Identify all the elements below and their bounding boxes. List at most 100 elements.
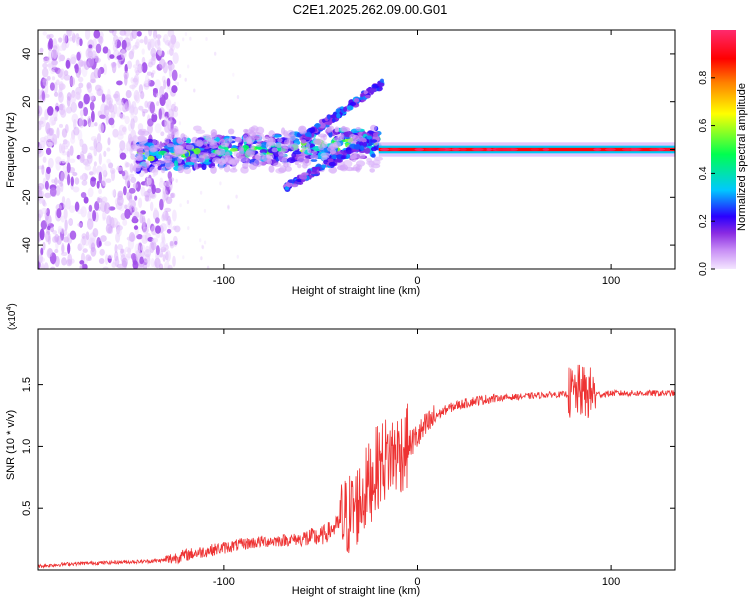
spectrogram-cell — [70, 136, 76, 144]
spectrogram-cell — [198, 155, 206, 163]
spectrogram-cell — [134, 143, 140, 150]
spectrogram-cell — [84, 161, 91, 167]
spectrogram-cell — [146, 177, 152, 186]
spectrogram-cell — [39, 47, 44, 53]
spectrogram-cell — [170, 119, 174, 131]
spectrogram-cell — [201, 245, 205, 250]
spectrogram-cell — [74, 201, 80, 212]
spectrogram-cell — [220, 138, 225, 145]
spectrogram-cell — [116, 226, 122, 237]
spectrogram-cell — [166, 155, 173, 163]
spectrogram-cell — [131, 253, 137, 261]
spectrogram-cell — [124, 100, 130, 112]
spectrogram-cell — [268, 165, 275, 173]
spectrogram-cell — [78, 82, 84, 89]
spectrogram-cell — [49, 82, 55, 91]
spectrogram-cell — [99, 114, 106, 119]
spectrogram-cell — [76, 51, 81, 61]
spectrogram-cell — [78, 101, 84, 109]
spectrogram-y-tick-label: 20 — [21, 96, 33, 108]
spectrogram-cell — [164, 137, 170, 145]
spectrogram-cell — [223, 164, 231, 173]
spectrogram-cell — [139, 256, 144, 265]
spectrogram-cell — [224, 151, 230, 158]
spectrogram-cell — [54, 177, 58, 186]
spectrogram-cell — [199, 190, 203, 195]
spectrogram-cell — [109, 54, 115, 59]
spectrogram-cell — [71, 113, 79, 124]
spectrogram-cell — [138, 105, 144, 111]
spectrogram-cell — [99, 248, 105, 256]
snr-scale-factor: (x104) — [6, 303, 18, 330]
spectrogram-cell — [156, 47, 162, 55]
spectrogram-cell — [38, 253, 43, 264]
spectrogram-cell — [370, 139, 378, 143]
spectrogram-cell — [360, 145, 365, 151]
spectrogram-cell — [130, 144, 134, 152]
spectrogram-cell — [79, 138, 84, 148]
spectrogram-cell — [346, 150, 352, 155]
spectrogram-cell — [236, 254, 239, 259]
spectrogram-cell — [301, 175, 307, 180]
spectrogram-cell — [55, 185, 61, 196]
spectrogram-cell — [138, 241, 143, 251]
spectrogram-cell — [38, 183, 45, 191]
spectrogram-cell — [112, 44, 118, 52]
spectrogram-cell — [137, 142, 145, 151]
spectrogram-cell — [124, 246, 131, 253]
spectrogram-cell — [171, 85, 178, 94]
spectrogram-cell — [282, 144, 292, 149]
spectrogram-cell — [437, 148, 446, 151]
spectrogram-cell — [162, 210, 169, 221]
spectrogram-cell — [649, 148, 660, 151]
spectrogram-cell — [542, 148, 550, 151]
spectrogram-cell — [366, 160, 375, 166]
colorbar-tick-label: 0.8 — [698, 70, 709, 84]
spectrogram-cell — [42, 241, 46, 251]
spectrogram-cell — [50, 69, 55, 75]
snr-scale-base: (x10 — [7, 310, 18, 330]
spectrogram-cell — [111, 61, 117, 74]
spectrogram-cell — [167, 215, 171, 226]
spectrogram-cell — [328, 161, 336, 167]
spectrogram-cell — [151, 184, 156, 195]
spectrogram-cell — [355, 126, 361, 132]
spectrogram-cell — [64, 140, 70, 148]
spectrogram-cell — [297, 155, 307, 164]
spectrogram-cell — [161, 232, 166, 243]
spectrogram-cell — [116, 106, 122, 118]
spectrogram-cell — [199, 238, 202, 243]
spectrogram-cell — [229, 148, 239, 152]
spectrogram-cell — [168, 182, 171, 187]
spectrogram-cell — [48, 37, 54, 50]
spectrogram-cell — [116, 195, 124, 206]
spectrogram-cell — [174, 41, 181, 49]
spectrogram-cell — [107, 137, 111, 146]
spectrogram-cell — [321, 141, 328, 149]
spectrogram-cell — [83, 196, 89, 204]
spectrogram-cell — [90, 177, 97, 182]
spectrogram-cell — [38, 123, 42, 131]
spectrogram-cell — [164, 116, 167, 121]
spectrogram-cell — [124, 63, 128, 74]
spectrogram-cell — [219, 181, 222, 186]
spectrogram-cell — [88, 44, 93, 49]
snr-x-ticks: -100 0 100 — [213, 329, 620, 588]
spectrogram-cell — [169, 110, 172, 115]
spectrogram-cell — [142, 260, 148, 269]
spectrogram-cell — [216, 148, 226, 156]
spectrogram-cell — [98, 171, 103, 184]
spectrogram-cell — [40, 247, 44, 256]
spectrogram-cell — [268, 130, 276, 138]
spectrogram-cell — [125, 162, 130, 168]
spectrogram-cell — [69, 76, 76, 87]
spectrogram-cell — [205, 37, 208, 41]
spectrogram-cell — [114, 243, 118, 254]
spectrogram-cell — [80, 175, 86, 180]
spectrogram-cell — [58, 103, 64, 111]
spectrogram-cell — [330, 114, 337, 119]
spectrogram-cell — [65, 59, 71, 69]
spectrogram-cell — [85, 231, 90, 241]
spectrogram-cell — [129, 163, 134, 173]
spectrogram-cell — [162, 38, 166, 43]
